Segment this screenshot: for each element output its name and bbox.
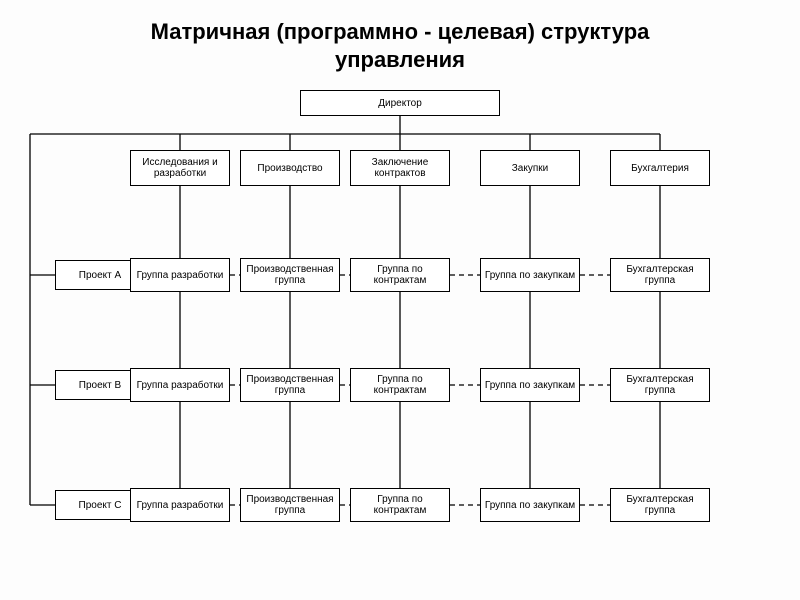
cell-r1-c2: Группа по контрактам — [350, 368, 450, 402]
diagram-title: Матричная (программно - целевая) структу… — [0, 0, 800, 73]
cell-r1-c0: Группа разработки — [130, 368, 230, 402]
cell-r0-c2: Группа по контрактам — [350, 258, 450, 292]
dept-box-3: Закупки — [480, 150, 580, 186]
cell-r2-c3: Группа по закупкам — [480, 488, 580, 522]
dept-box-1: Производство — [240, 150, 340, 186]
cell-r1-c3: Группа по закупкам — [480, 368, 580, 402]
cell-r2-c1: Производственная группа — [240, 488, 340, 522]
dept-box-0: Исследования и разработки — [130, 150, 230, 186]
dept-box-2: Заключение контрактов — [350, 150, 450, 186]
cell-r2-c0: Группа разработки — [130, 488, 230, 522]
cell-r0-c0: Группа разработки — [130, 258, 230, 292]
cell-r1-c1: Производственная группа — [240, 368, 340, 402]
title-line2: управления — [0, 46, 800, 74]
cell-r2-c2: Группа по контрактам — [350, 488, 450, 522]
title-line1: Матричная (программно - целевая) структу… — [0, 18, 800, 46]
cell-r1-c4: Бухгалтерская группа — [610, 368, 710, 402]
cell-r0-c3: Группа по закупкам — [480, 258, 580, 292]
dept-box-4: Бухгалтерия — [610, 150, 710, 186]
cell-r0-c1: Производственная группа — [240, 258, 340, 292]
cell-r0-c4: Бухгалтерская группа — [610, 258, 710, 292]
cell-r2-c4: Бухгалтерская группа — [610, 488, 710, 522]
director-box: Директор — [300, 90, 500, 116]
